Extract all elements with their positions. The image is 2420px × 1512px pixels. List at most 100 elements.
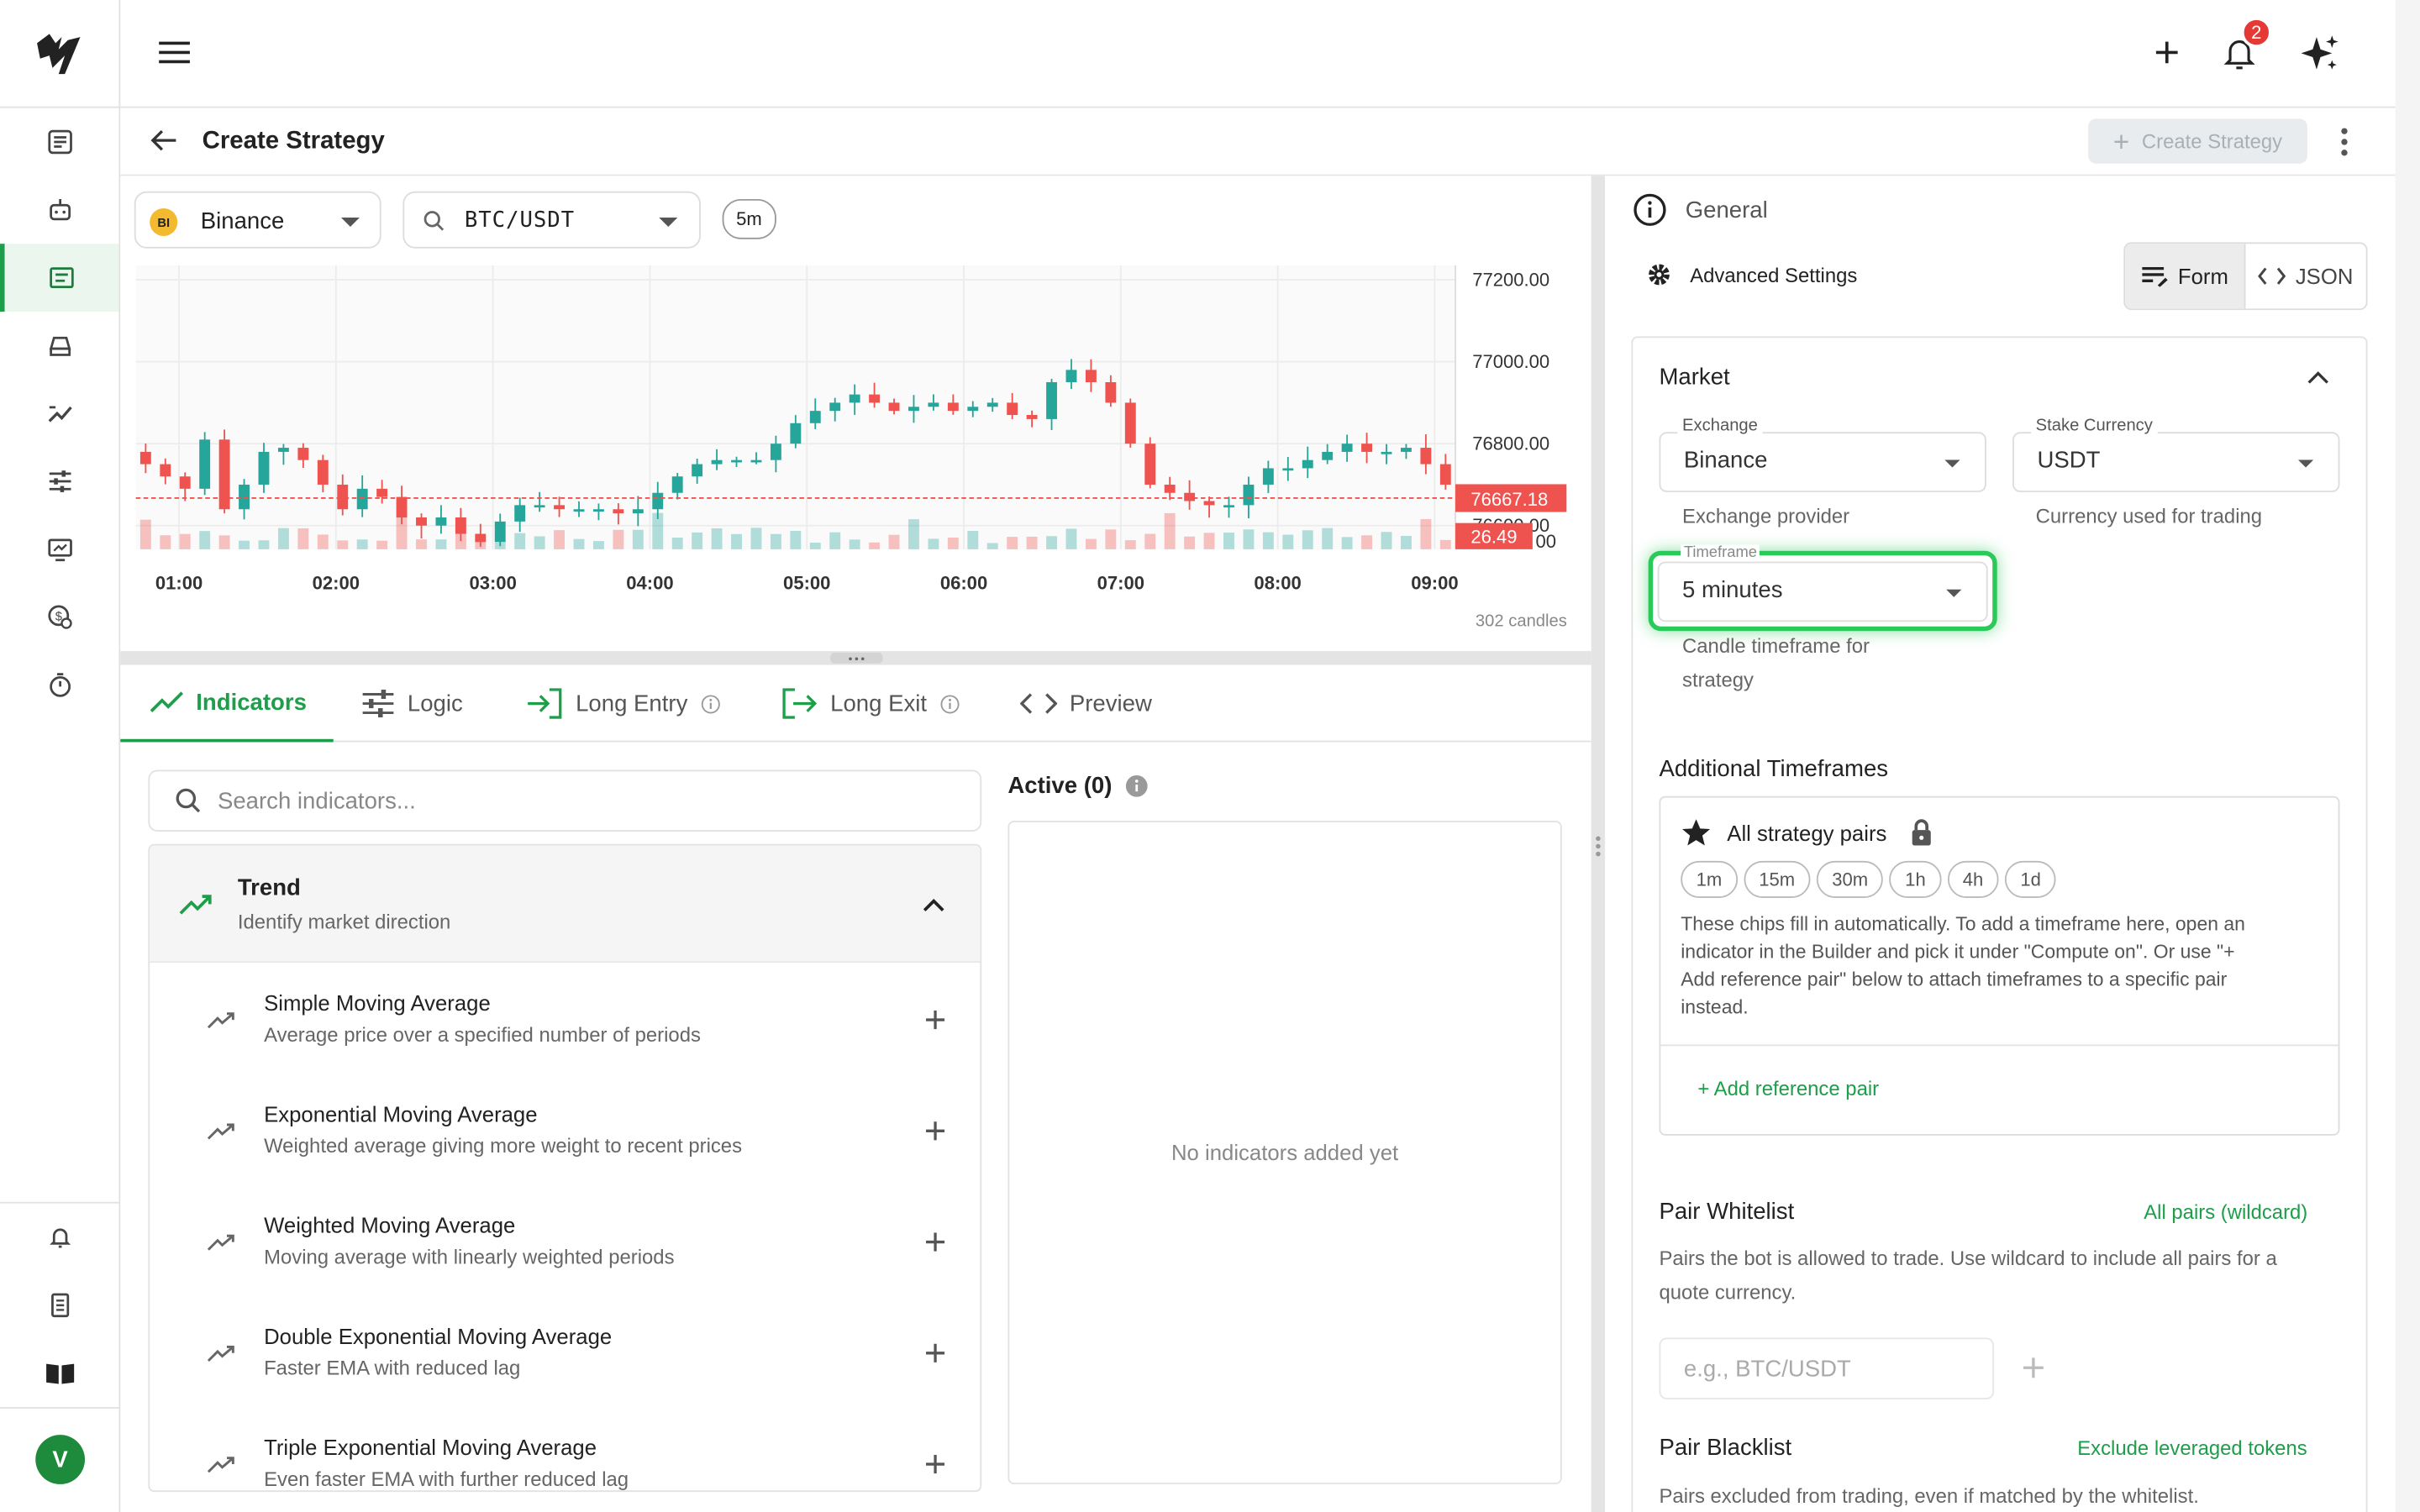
chart-resize-handle[interactable] <box>120 651 1591 665</box>
notifications-icon[interactable] <box>2223 37 2255 71</box>
volume-bar <box>632 529 644 549</box>
binance-logo-icon: BI <box>150 207 178 237</box>
indicator-item[interactable]: Exponential Moving Average Weighted aver… <box>150 1075 980 1186</box>
volume-bar <box>829 532 841 549</box>
chevron-up-icon[interactable] <box>2307 370 2329 385</box>
volume-bar <box>592 541 604 549</box>
candlestick-chart[interactable]: 77200.0077000.0076800.0076600.0001:0002:… <box>120 262 1579 617</box>
candle-body <box>1243 484 1255 506</box>
timeframe-chip-4h: 4h <box>1947 860 1999 898</box>
json-label: JSON <box>2295 264 2354 289</box>
create-strategy-button[interactable]: + Create Strategy <box>2088 118 2307 164</box>
nav-strategy-icon[interactable] <box>0 244 119 312</box>
candle-body <box>258 451 270 485</box>
trending-up-icon <box>150 691 184 713</box>
indicator-item[interactable]: Triple Exponential Moving Average Even f… <box>150 1409 980 1490</box>
general-section[interactable]: General <box>1633 193 1768 227</box>
volume-bar <box>277 528 289 549</box>
volume-bar <box>1282 534 1294 549</box>
add-icon[interactable] <box>2153 39 2181 66</box>
menu-icon[interactable] <box>157 40 191 68</box>
pair-whitelist-title: Pair Whitelist <box>1659 1199 1795 1226</box>
exchange-field[interactable]: Binance <box>1659 432 1986 492</box>
info-icon <box>700 694 720 714</box>
category-title: Trend <box>237 874 301 901</box>
exclude-leveraged-link[interactable]: Exclude leveraged tokens <box>2077 1436 2307 1460</box>
indicator-item[interactable]: Simple Moving Average Average price over… <box>150 964 980 1075</box>
tab-long-exit[interactable]: Long Exit <box>781 665 959 743</box>
candle-body <box>829 402 841 412</box>
info-icon[interactable] <box>1124 774 1148 798</box>
add-reference-pair-button[interactable]: + Add reference pair <box>1697 1077 1880 1100</box>
nav-analytics-icon[interactable] <box>0 380 118 448</box>
pair-select[interactable]: BTC/USDT <box>402 191 701 249</box>
tab-preview[interactable]: Preview <box>1020 665 1152 743</box>
indicator-item[interactable]: Weighted Moving Average Moving average w… <box>150 1186 980 1297</box>
sparkle-icon[interactable] <box>2298 33 2341 76</box>
candle-body <box>1164 484 1176 493</box>
stake-field-value: USDT <box>2037 447 2101 474</box>
nav-monitor-icon[interactable] <box>0 515 118 583</box>
add-indicator-icon[interactable] <box>924 1342 946 1364</box>
top-bar: 2 <box>120 0 2396 108</box>
app-logo[interactable] <box>0 0 121 108</box>
page-scrollbar[interactable] <box>2395 0 2420 1512</box>
trending-up-icon <box>207 1344 238 1362</box>
indicator-item[interactable]: Double Exponential Moving Average Faster… <box>150 1298 980 1409</box>
chevron-up-icon[interactable] <box>923 898 944 912</box>
last-price-tag <box>1455 484 1567 512</box>
advanced-settings-link[interactable]: Advanced Settings <box>1645 260 1857 288</box>
add-indicator-icon[interactable] <box>924 1120 946 1142</box>
nav-book-icon[interactable] <box>0 1339 118 1407</box>
panel-resize-handle[interactable] <box>1591 176 1606 1512</box>
pair-blacklist-title: Pair Blacklist <box>1659 1435 1792 1462</box>
active-indicators-empty: No indicators added yet <box>1007 821 1562 1484</box>
trend-category-header[interactable]: Trend Identify market direction <box>150 845 981 963</box>
json-view-button[interactable]: JSON <box>2245 244 2365 308</box>
logout-icon <box>781 688 818 719</box>
nav-alerts-icon[interactable] <box>0 1204 118 1272</box>
whitelist-pair-input[interactable]: e.g., BTC/USDT <box>1659 1337 1995 1399</box>
tab-logic[interactable]: Logic <box>361 665 463 743</box>
notification-badge: 2 <box>2240 17 2272 48</box>
x-tick-label: 03:00 <box>469 573 516 594</box>
nav-timer-icon[interactable] <box>0 651 118 719</box>
candle-body <box>297 448 309 460</box>
exchange-select[interactable]: BI Binance <box>134 191 381 249</box>
x-tick-label: 04:00 <box>626 573 673 594</box>
candle-body <box>416 517 427 526</box>
back-arrow-icon[interactable] <box>150 128 177 152</box>
volume-bar <box>1322 528 1334 549</box>
timeframe-field[interactable]: 5 minutes <box>1657 561 1988 622</box>
tab-indicators[interactable]: Indicators <box>120 665 334 743</box>
candle-body <box>1085 370 1097 382</box>
whitelist-desc-line2: quote currency. <box>1659 1280 1797 1305</box>
user-avatar[interactable]: V <box>35 1435 86 1484</box>
general-label: General <box>1685 197 1768 223</box>
add-pair-icon[interactable] <box>2022 1356 2045 1379</box>
stake-currency-field[interactable]: USDT <box>2012 432 2340 492</box>
all-pairs-wildcard-link[interactable]: All pairs (wildcard) <box>2144 1200 2308 1224</box>
more-vert-icon[interactable] <box>2339 127 2349 158</box>
nav-dashboard-icon[interactable] <box>0 108 118 176</box>
nav-docs-icon[interactable] <box>0 1271 118 1339</box>
volume-bar <box>455 531 466 549</box>
add-indicator-icon[interactable] <box>924 1453 946 1475</box>
volume-bar <box>494 542 506 549</box>
nav-money-icon[interactable]: $ <box>0 583 118 651</box>
add-indicator-icon[interactable] <box>924 1009 946 1031</box>
trending-up-icon <box>179 893 216 915</box>
add-indicator-icon[interactable] <box>924 1231 946 1253</box>
candle-body <box>947 402 959 412</box>
indicator-search-input[interactable]: Search indicators... <box>148 769 982 832</box>
volume-tick-label: 00 <box>1536 531 1557 552</box>
form-view-button[interactable]: Form <box>2125 244 2246 309</box>
nav-storage-icon[interactable] <box>0 312 118 380</box>
nav-bot-icon[interactable] <box>0 176 118 244</box>
volume-bar <box>790 530 802 549</box>
volume-bar <box>711 528 723 549</box>
chevron-down-icon <box>659 217 678 227</box>
nav-tune-icon[interactable] <box>0 448 118 516</box>
timeframe-chip[interactable]: 5m <box>722 198 776 239</box>
tab-long-entry[interactable]: Long Entry <box>526 665 720 743</box>
